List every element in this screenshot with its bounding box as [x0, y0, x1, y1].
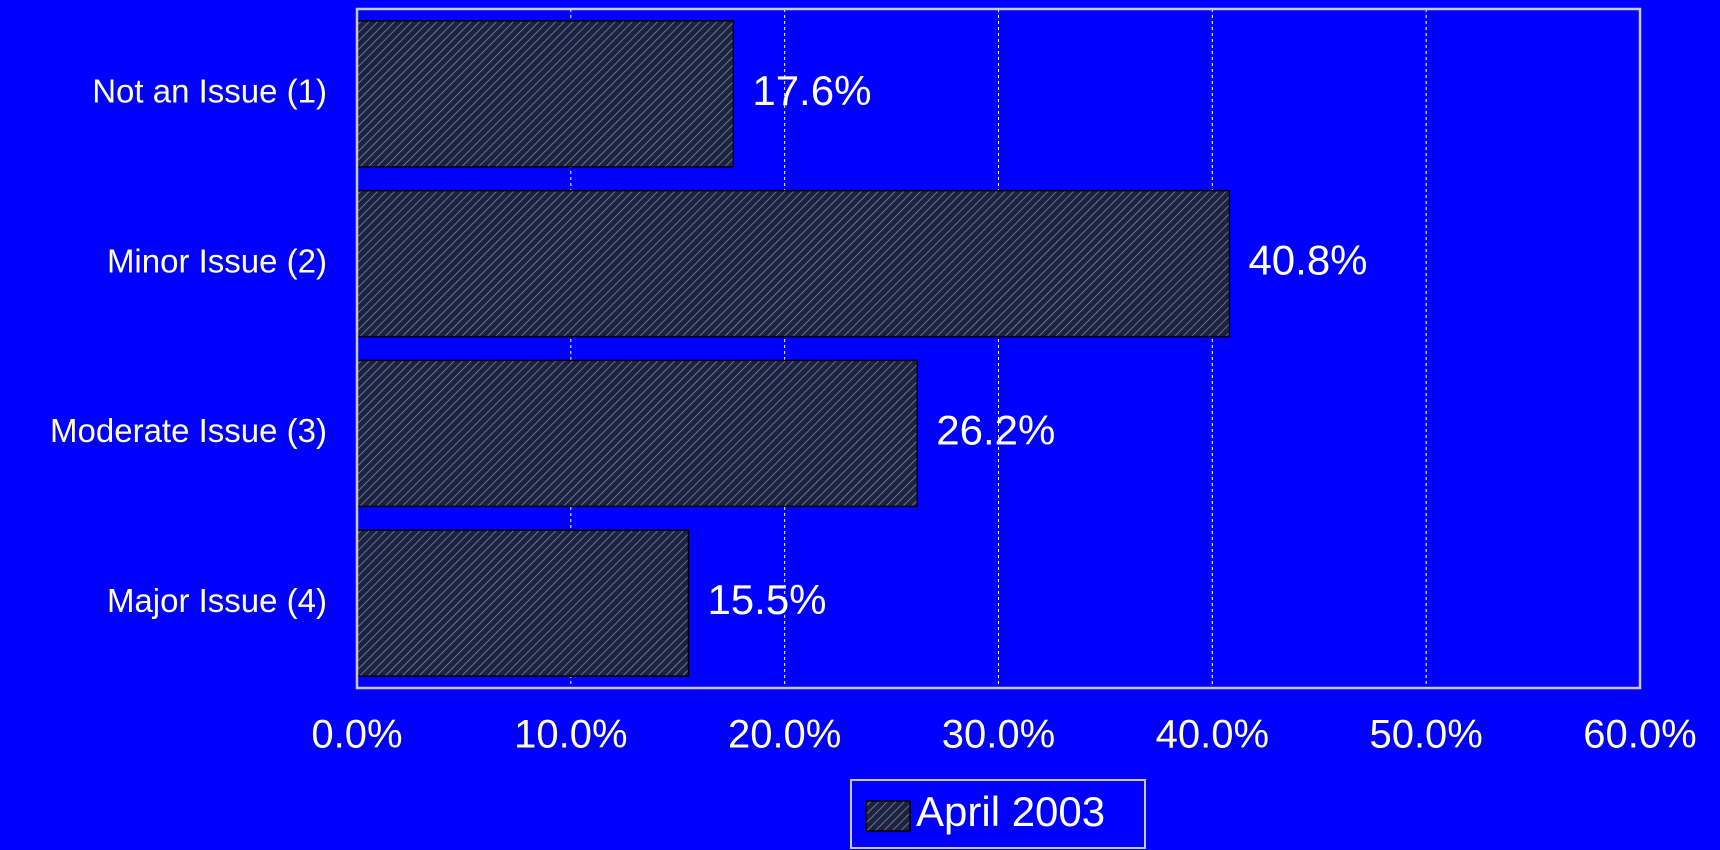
y-tick-label: Moderate Issue (3) [50, 412, 327, 449]
bar [356, 20, 735, 168]
bar [356, 359, 918, 508]
y-tick-label: Minor Issue (2) [107, 242, 327, 279]
data-label: 17.6% [752, 67, 871, 114]
y-tick-label: Major Issue (4) [107, 582, 327, 619]
data-label: 26.2% [936, 406, 1055, 453]
x-tick-label: 10.0% [514, 713, 627, 757]
bar [356, 529, 690, 677]
x-tick-label: 50.0% [1369, 713, 1482, 757]
x-tick-label: 40.0% [1156, 713, 1269, 757]
bar [356, 189, 1231, 338]
x-tick-label: 60.0% [1583, 713, 1696, 757]
x-tick-label: 30.0% [942, 713, 1055, 757]
y-tick-label: Not an Issue (1) [92, 73, 327, 110]
legend-swatch [865, 800, 911, 832]
x-tick-label: 20.0% [728, 713, 841, 757]
x-tick-label: 0.0% [311, 713, 402, 757]
data-label: 40.8% [1248, 237, 1367, 284]
plot-border [355, 7, 1642, 690]
data-label: 15.5% [707, 576, 826, 623]
legend-label: April 2003 [916, 788, 1105, 835]
